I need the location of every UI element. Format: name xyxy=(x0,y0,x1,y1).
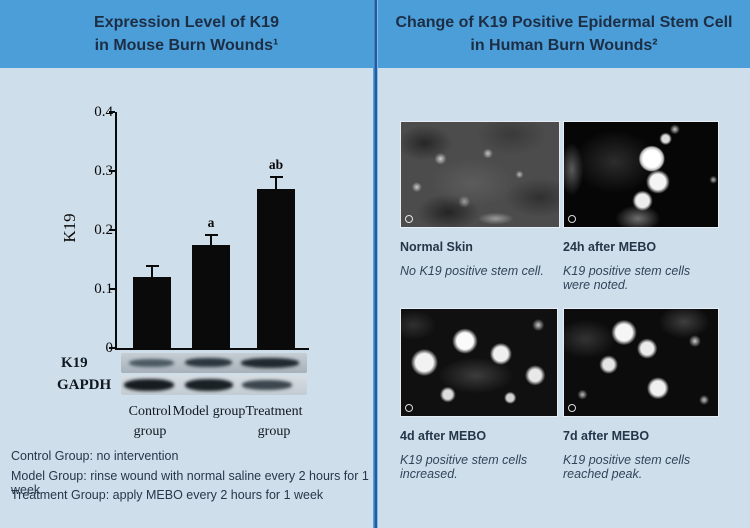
lane-label: Control group xyxy=(128,404,172,439)
micrograph-card: 4d after MEBO K19 positive stem cells inc… xyxy=(400,308,558,481)
error-bar-cap xyxy=(204,234,218,237)
blot-band xyxy=(242,380,292,390)
blot-strip-k19 xyxy=(121,353,307,373)
error-bar-cap xyxy=(145,265,159,268)
micrograph-label: 4d after MEBO xyxy=(400,429,487,443)
y-tick-mark xyxy=(109,347,115,349)
y-tick-mark xyxy=(109,170,115,172)
right-panel-title: Change of K19 Positive Epidermal Stem Ce… xyxy=(378,0,750,68)
y-tick-label: 0.2 xyxy=(94,222,113,238)
left-title-line2: in Mouse Burn Wounds¹ xyxy=(94,37,279,54)
micrograph-caption: K19 positive stem cells increased. xyxy=(400,453,528,481)
blot-band xyxy=(129,359,174,367)
micrograph-label: 24h after MEBO xyxy=(563,240,657,254)
micrograph-image xyxy=(400,308,558,417)
micrograph-card: 7d after MEBO K19 positive stem cells rea… xyxy=(563,308,719,481)
blot-row-label-k19: K19 xyxy=(61,355,88,371)
error-bar xyxy=(210,234,212,245)
y-tick-mark xyxy=(109,111,115,113)
bar xyxy=(192,244,230,348)
right-title-line2: in Human Burn Wounds² xyxy=(470,37,658,54)
left-panel-title: Expression Level of K19 in Mouse Burn Wo… xyxy=(0,0,373,68)
blot-band xyxy=(241,358,299,368)
micrograph-caption: K19 positive stem cells were noted. xyxy=(563,264,691,292)
significance-label: ab xyxy=(268,156,284,172)
watermark-icon xyxy=(405,215,413,223)
micrograph-label: Normal Skin xyxy=(400,240,473,254)
watermark-icon xyxy=(405,404,413,412)
blot-band xyxy=(185,379,233,391)
panel-divider xyxy=(373,0,378,528)
y-tick-mark xyxy=(109,288,115,290)
error-bar xyxy=(151,265,153,278)
blot-band xyxy=(185,358,232,367)
lane-label: Model group xyxy=(172,404,246,419)
footnote-line: Control Group: no intervention xyxy=(11,449,179,463)
watermark-icon xyxy=(568,215,576,223)
y-tick-label: 0.4 xyxy=(94,104,113,120)
significance-label: a xyxy=(207,215,215,231)
error-bar xyxy=(275,175,277,189)
blot-row-label-gapdh: GAPDH xyxy=(57,377,112,393)
blot-strip-gapdh xyxy=(121,375,307,395)
micrograph-card: Normal Skin No K19 positive stem cell. xyxy=(400,121,560,278)
error-bar-cap xyxy=(269,175,283,178)
footnote-line: Model Group: rinse wound with normal sal… xyxy=(11,468,369,497)
y-tick-label: 0.3 xyxy=(94,163,113,179)
left-title-line1: Expression Level of K19 xyxy=(94,14,279,31)
bar xyxy=(133,277,171,348)
right-title-line1: Change of K19 Positive Epidermal Stem Ce… xyxy=(395,14,733,31)
footnote-line: Treatment Group: apply MEBO every 2 hour… xyxy=(11,488,324,502)
watermark-icon xyxy=(568,404,576,412)
micrograph-image xyxy=(400,121,560,228)
lane-label: Treatment group xyxy=(245,404,303,439)
micrograph-label: 7d after MEBO xyxy=(563,429,650,443)
y-tick-mark xyxy=(109,229,115,231)
micrograph-caption: K19 positive stem cells reached peak. xyxy=(563,453,691,481)
bar xyxy=(257,188,295,348)
micrograph-image xyxy=(563,121,719,228)
micrograph-card: 24h after MEBO K19 positive stem cells we… xyxy=(563,121,719,292)
micrograph-image xyxy=(563,308,719,417)
blot-band xyxy=(124,379,174,391)
y-tick-label: 0.1 xyxy=(94,281,113,297)
micrograph-caption: No K19 positive stem cell. xyxy=(400,264,544,278)
